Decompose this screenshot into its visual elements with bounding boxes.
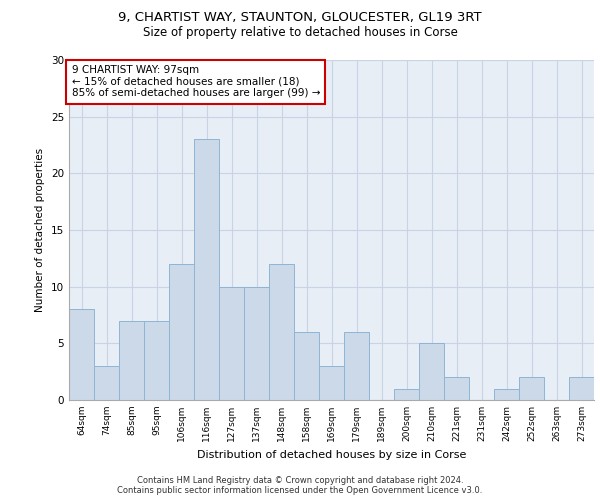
Bar [294,332,319,400]
Text: 9, CHARTIST WAY, STAUNTON, GLOUCESTER, GL19 3RT: 9, CHARTIST WAY, STAUNTON, GLOUCESTER, G… [118,11,482,24]
Bar [344,332,369,400]
Text: Contains HM Land Registry data © Crown copyright and database right 2024.: Contains HM Land Registry data © Crown c… [137,476,463,485]
Bar [69,310,94,400]
X-axis label: Distribution of detached houses by size in Corse: Distribution of detached houses by size … [197,450,466,460]
Bar [319,366,344,400]
Bar [569,378,594,400]
Bar [269,264,294,400]
Y-axis label: Number of detached properties: Number of detached properties [35,148,46,312]
Bar [444,378,469,400]
Bar [219,286,244,400]
Bar [244,286,269,400]
Bar [419,344,444,400]
Bar [169,264,194,400]
Bar [119,320,144,400]
Text: Size of property relative to detached houses in Corse: Size of property relative to detached ho… [143,26,457,39]
Bar [144,320,169,400]
Bar [194,140,219,400]
Text: Contains public sector information licensed under the Open Government Licence v3: Contains public sector information licen… [118,486,482,495]
Bar [494,388,519,400]
Bar [394,388,419,400]
Bar [94,366,119,400]
Bar [519,378,544,400]
Text: 9 CHARTIST WAY: 97sqm
← 15% of detached houses are smaller (18)
85% of semi-deta: 9 CHARTIST WAY: 97sqm ← 15% of detached … [71,65,320,98]
